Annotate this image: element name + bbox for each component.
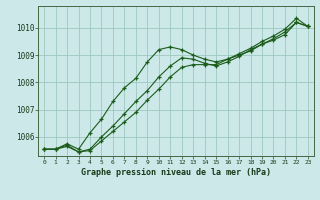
X-axis label: Graphe pression niveau de la mer (hPa): Graphe pression niveau de la mer (hPa) [81,168,271,177]
